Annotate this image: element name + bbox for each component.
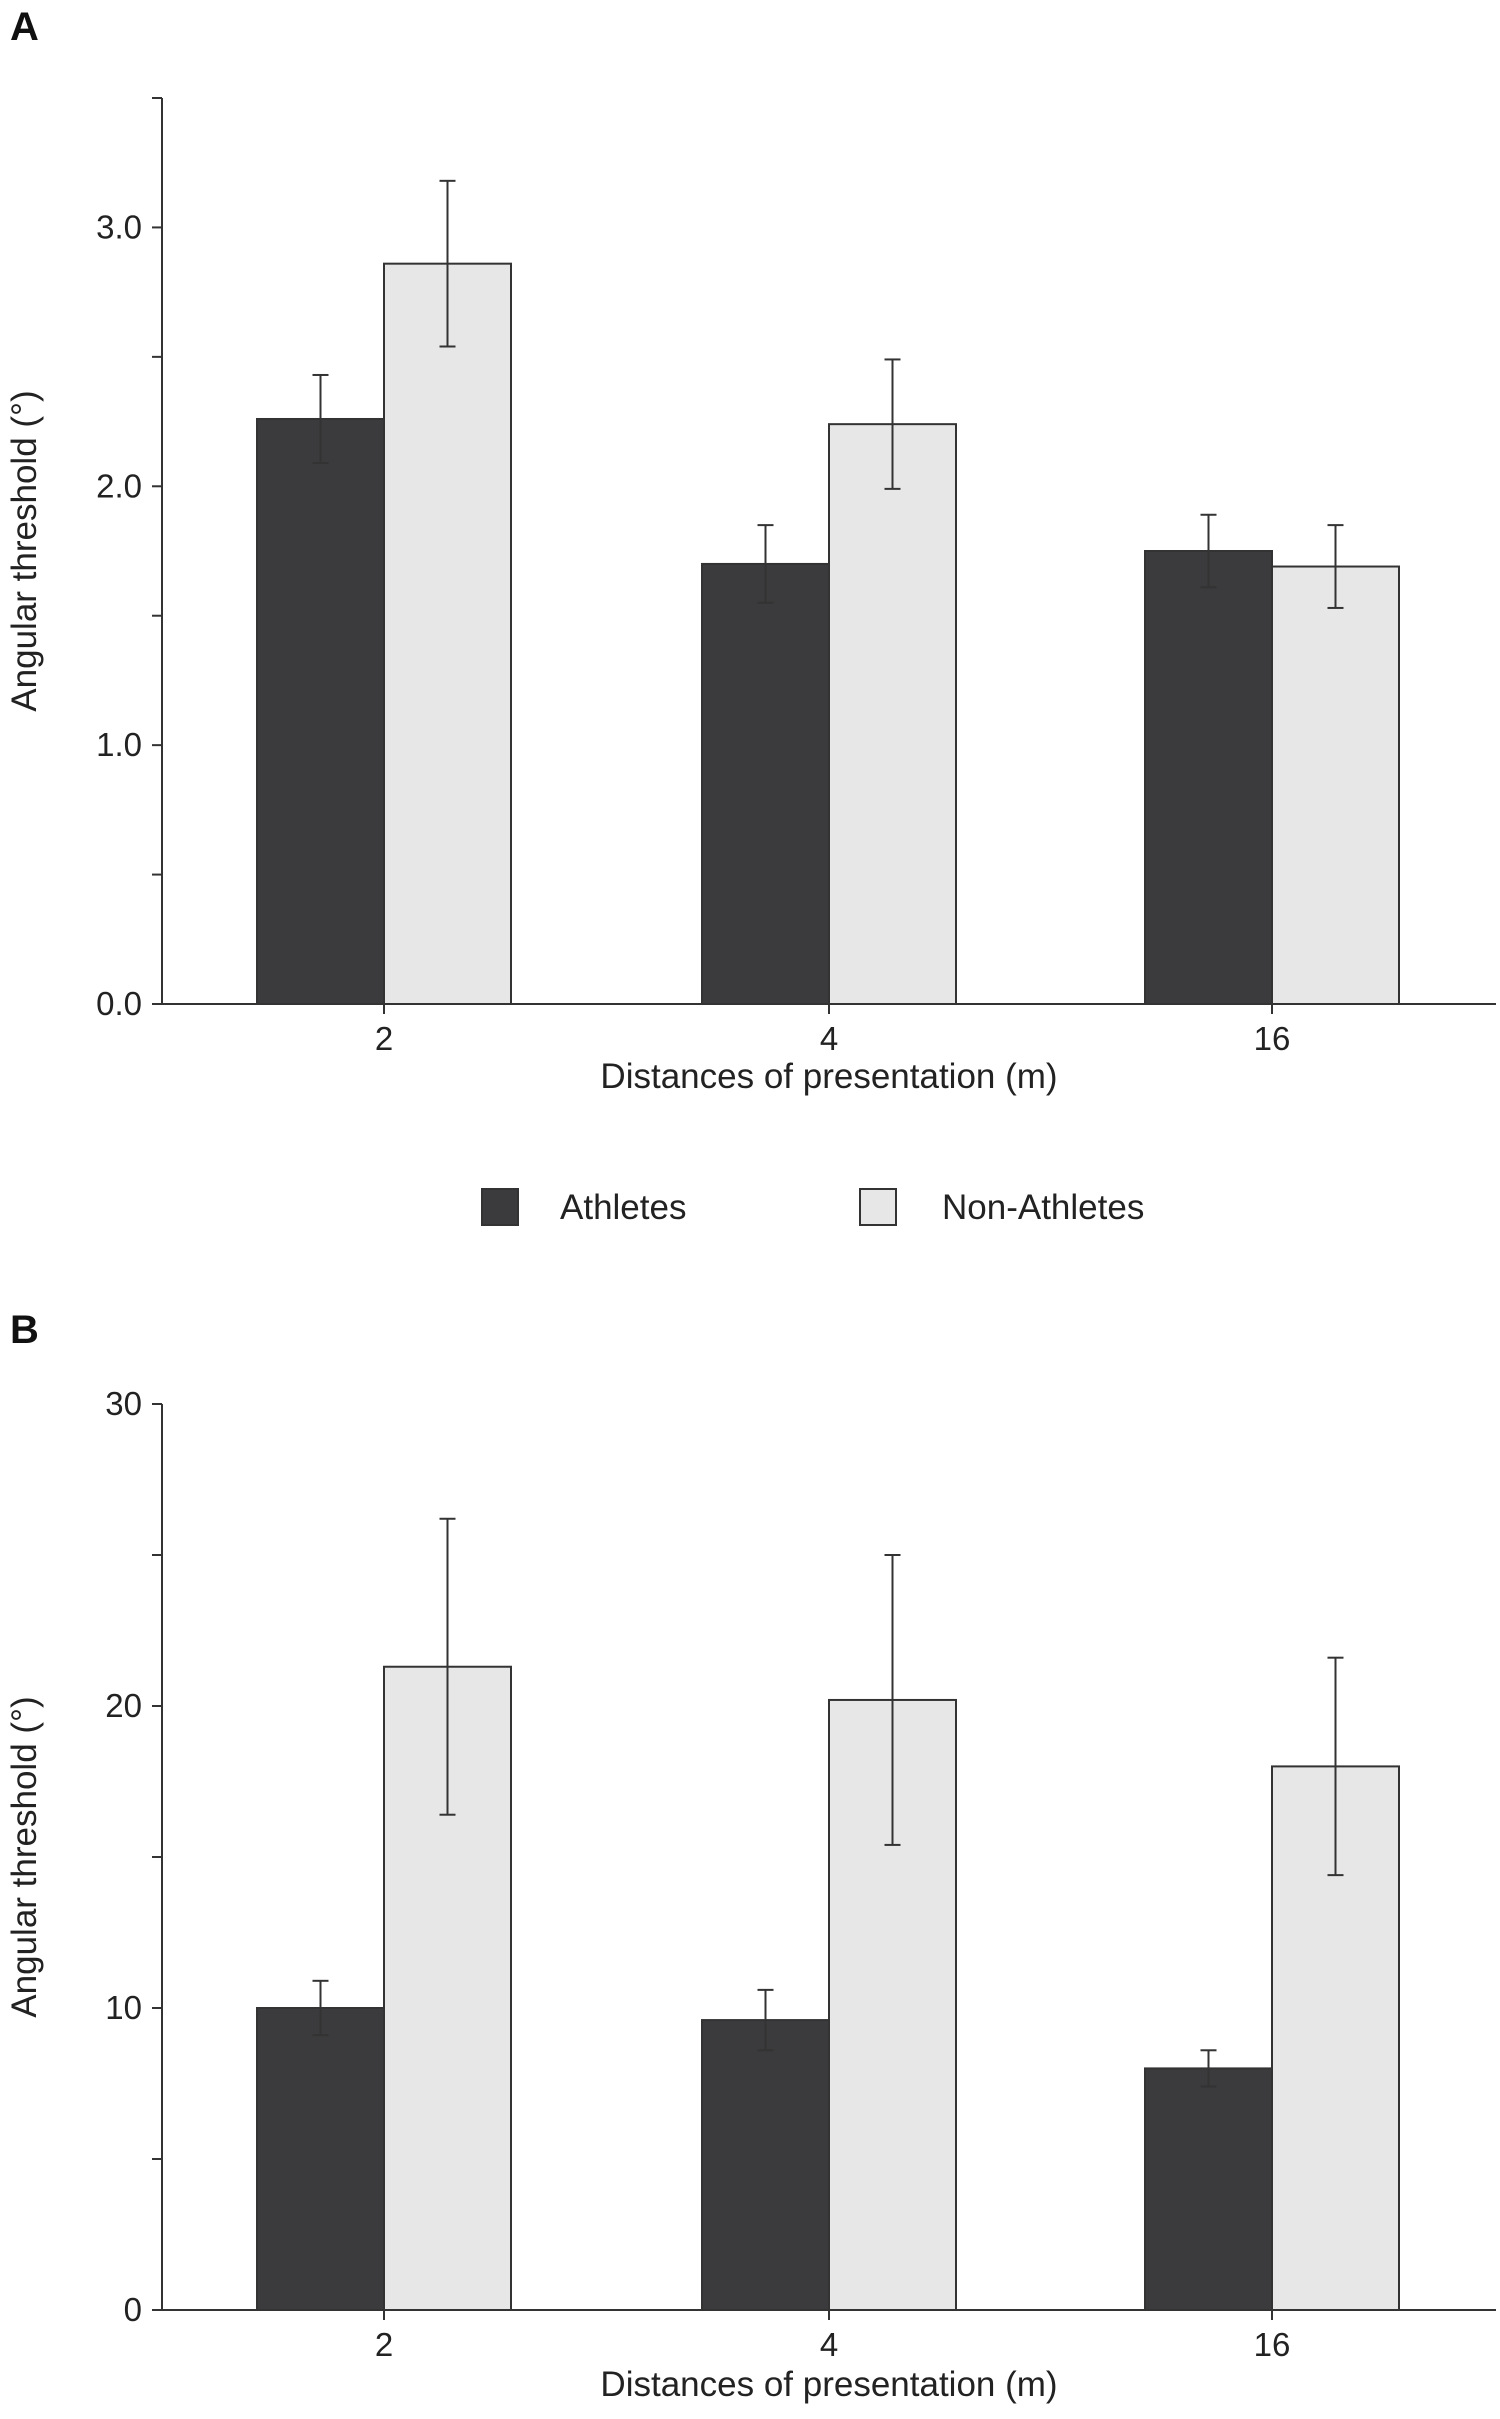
legend: Athletes Non-Athletes: [481, 1188, 1144, 1227]
y-axis-title: Angular threshold (°): [5, 1696, 44, 2017]
x-tick-label: 16: [1254, 1020, 1291, 1057]
legend-swatch-athletes: [481, 1188, 519, 1226]
y-tick-label: 0: [124, 2291, 142, 2328]
y-tick-label: 1.0: [96, 726, 142, 763]
bar-athletes: [256, 417, 385, 1005]
bar-athletes: [701, 2019, 830, 2311]
panel-b-label: B: [10, 1308, 39, 1352]
bar-athletes: [1144, 2067, 1273, 2311]
y-tick-label: 10: [105, 1989, 142, 2026]
y-tick-label: 0.0: [96, 985, 142, 1022]
x-tick-label: 4: [820, 2326, 838, 2363]
bar-non-athletes: [828, 423, 957, 1006]
y-tick-label: 30: [105, 1385, 142, 1422]
legend-swatch-non-athletes: [859, 1188, 897, 1226]
y-tick-label: 2.0: [96, 467, 142, 504]
panel-a-label: A: [10, 5, 39, 49]
bar-athletes: [1144, 550, 1273, 1005]
chart-b: 0 10 20 30 2 4 16 Distances of presentation (m)…: [5, 1385, 1496, 2404]
bar-athletes: [701, 562, 830, 1005]
x-tick-label: 2: [375, 1020, 393, 1057]
x-tick-label: 16: [1254, 2326, 1291, 2363]
x-axis-title: Distances of presentation (m): [600, 2365, 1057, 2404]
x-tick-label: 2: [375, 2326, 393, 2363]
legend-label-athletes: Athletes: [560, 1188, 686, 1227]
legend-label-non-athletes: Non-Athletes: [942, 1188, 1144, 1227]
bar-athletes: [256, 2007, 385, 2311]
bar-non-athletes: [1271, 565, 1400, 1005]
y-tick-label: 3.0: [96, 208, 142, 245]
bar-non-athletes: [383, 262, 512, 1005]
y-axis-title: Angular threshold (°): [5, 390, 44, 711]
x-axis-title: Distances of presentation (m): [600, 1057, 1057, 1096]
y-tick-label: 20: [105, 1687, 142, 1724]
x-tick-label: 4: [820, 1020, 838, 1057]
chart-a: 0.0 1.0 2.0 3.0 2 4 16 Distances of presentatio…: [5, 97, 1496, 1096]
